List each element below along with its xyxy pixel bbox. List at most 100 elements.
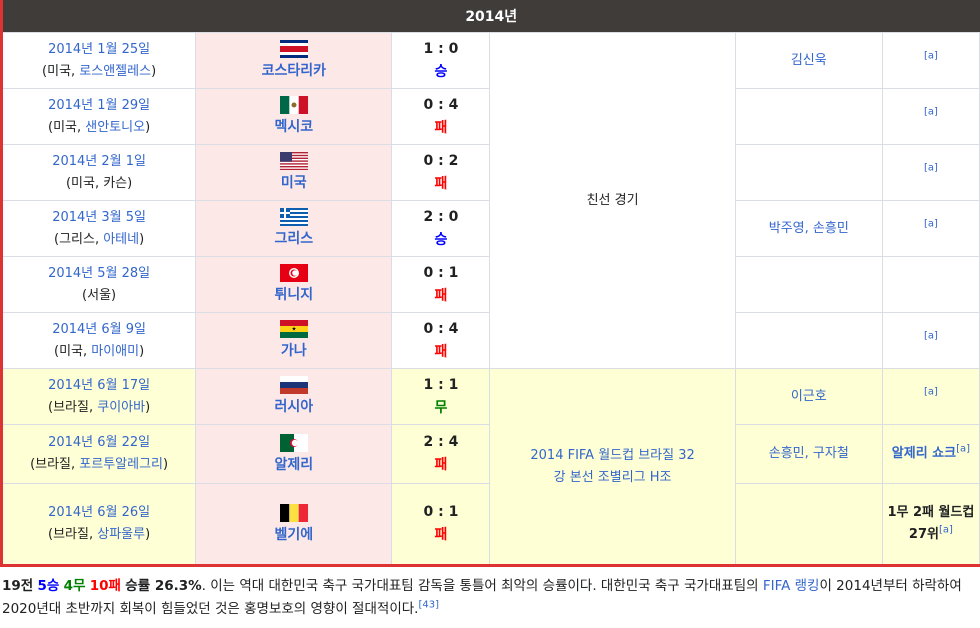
scorers-link[interactable]: 이근호 — [790, 388, 827, 404]
match-city-link[interactable]: 아테네 — [103, 231, 140, 247]
opponent-link[interactable]: 멕시코 — [274, 119, 314, 135]
opponent-link[interactable]: 알제리 — [274, 456, 314, 473]
match-date-link[interactable]: 2014년 2월 1일 — [52, 153, 146, 169]
note-text: 1무 2패 월드컵 27위 — [887, 505, 975, 542]
competition-cell: 2014 FIFA 월드컵 브라질 32강 본선 조별리그 H조 — [489, 368, 736, 566]
footnote-link[interactable]: [a] — [923, 386, 938, 398]
match-city-link[interactable]: 쿠이아바 — [97, 399, 146, 415]
footnote-link[interactable]: [a] — [923, 50, 938, 62]
scorers-cell — [734, 88, 883, 145]
opponent-link[interactable]: 벨기에 — [274, 526, 314, 543]
opponent-link[interactable]: 가나 — [280, 343, 307, 359]
match-country: 미국 — [71, 175, 95, 191]
scorers-cell — [734, 483, 883, 566]
note-cell — [881, 256, 980, 313]
match-country: 미국 — [59, 343, 83, 359]
match-date-link[interactable]: 2014년 6월 9일 — [52, 321, 146, 337]
competition-worldcup-link[interactable]: 2014 FIFA 월드컵 브라질 32강 본선 조별리그 H조 — [530, 447, 695, 485]
result: 패 — [434, 119, 448, 136]
score-cell: 0 : 2 패 — [391, 144, 491, 201]
scorers-link[interactable]: 박주영, 손흥민 — [768, 220, 849, 236]
summary-paragraph: 19전 5승 4무 10패 승률 26.3%. 이는 역대 대한민국 축구 국가… — [2, 575, 980, 621]
opponent-cell: 알제리 — [195, 424, 393, 484]
opponent-link[interactable]: 미국 — [280, 175, 307, 191]
tunisia-flag-icon — [279, 264, 308, 282]
score-cell: 0 : 1 패 — [391, 483, 491, 566]
match-date-link[interactable]: 2014년 6월 26일 — [48, 505, 151, 520]
win-rate: 승률 26.3% — [125, 578, 202, 594]
footnote-link[interactable]: [a] — [938, 524, 953, 536]
note-cell: [a] — [881, 32, 980, 89]
match-row: 2014년 6월 9일 (미국, 마이애미) 가나 0 : 4 패 [a] — [0, 312, 980, 369]
usa-flag-icon — [279, 152, 308, 170]
score-cell: 2 : 4 패 — [391, 424, 491, 484]
scorers-cell: 김신욱 — [734, 32, 883, 89]
match-row: 2014년 6월 22일 (브라질, 포르투알레그리) 알제리 2 : 4 패 손흥민, … — [0, 424, 980, 484]
match-date-link[interactable]: 2014년 6월 22일 — [48, 435, 151, 450]
score-cell: 0 : 4 패 — [391, 88, 491, 145]
opponent-cell: 가나 — [195, 312, 393, 369]
match-date-link[interactable]: 2014년 6월 17일 — [48, 377, 151, 393]
scorers-cell — [734, 256, 883, 313]
match-row: 2014년 2월 1일 (미국, 카슨) 미국 0 : 2 패 [a] — [0, 144, 980, 201]
result: 패 — [434, 457, 448, 473]
note-cell: [a] — [881, 312, 980, 369]
opponent-cell: 튀니지 — [195, 256, 393, 313]
match-row: 2014년 1월 25일 (미국, 로스앤젤레스) 코스타리카 1 : 0 승 친선 경기… — [0, 32, 980, 369]
score-cell: 0 : 4 패 — [391, 312, 491, 369]
result: 패 — [434, 287, 448, 304]
match-country: 브라질 — [35, 457, 72, 472]
year-header: 2014년 — [1, 0, 980, 33]
opponent-link[interactable]: 튀니지 — [274, 287, 314, 303]
match-city-link[interactable]: 샌안토니오 — [85, 119, 146, 135]
match-row: 2014년 6월 26일 (브라질, 상파울루) 벨기에 0 : 1 패 1무 2패 월드… — [0, 483, 980, 566]
score: 0 : 1 — [423, 264, 459, 281]
competition-cell: 친선 경기 — [489, 32, 736, 369]
match-country: 브라질 — [53, 399, 89, 415]
footnote-link[interactable]: [a] — [956, 443, 971, 455]
footnote-link[interactable]: [a] — [923, 162, 938, 174]
wins-count: 5승 — [37, 578, 60, 594]
belgium-flag-icon — [279, 503, 308, 522]
match-date-link[interactable]: 2014년 5월 28일 — [48, 265, 151, 281]
scorers-link[interactable]: 손흥민, 구자철 — [768, 446, 849, 461]
fifa-ranking-link[interactable]: FIFA 랭킹 — [762, 578, 820, 594]
result: 승 — [434, 63, 448, 80]
match-date-cell: 2014년 6월 26일 (브라질, 상파울루) — [0, 483, 197, 566]
footnote-link[interactable]: [a] — [923, 330, 938, 342]
result: 무 — [434, 399, 448, 416]
losses-count: 10패 — [89, 578, 121, 594]
match-city-link[interactable]: 마이애미 — [91, 343, 140, 359]
score: 1 : 0 — [423, 40, 459, 57]
reference-link[interactable]: [43] — [418, 599, 439, 611]
match-city: 서울 — [87, 287, 112, 303]
opponent-cell: 미국 — [195, 144, 393, 201]
score: 0 : 4 — [423, 96, 459, 113]
opponent-cell: 벨기에 — [195, 483, 393, 566]
match-city-link[interactable]: 상파울루 — [97, 527, 146, 542]
match-city-link[interactable]: 로스앤젤레스 — [79, 63, 152, 79]
score: 0 : 4 — [423, 320, 459, 337]
match-row: 2014년 6월 17일 (브라질, 쿠이아바) 러시아 1 : 1 무 2014 FIF… — [0, 368, 980, 566]
opponent-link[interactable]: 러시아 — [274, 399, 314, 415]
score: 0 : 2 — [423, 152, 459, 169]
footnote-link[interactable]: [a] — [923, 106, 938, 118]
match-date-link[interactable]: 2014년 1월 25일 — [48, 41, 151, 57]
match-country: 미국 — [53, 119, 78, 135]
note-link[interactable]: 알제리 쇼크 — [891, 446, 957, 461]
opponent-link[interactable]: 그리스 — [274, 231, 314, 247]
opponent-link[interactable]: 코스타리카 — [261, 63, 326, 79]
scorers-cell: 박주영, 손흥민 — [734, 200, 883, 257]
match-country: 미국 — [47, 63, 72, 79]
score-cell: 1 : 1 무 — [391, 368, 491, 425]
match-date-cell: 2014년 6월 9일 (미국, 마이애미) — [0, 312, 197, 369]
result: 패 — [434, 527, 448, 543]
match-date-link[interactable]: 2014년 1월 29일 — [48, 97, 151, 113]
match-date-link[interactable]: 2014년 3월 5일 — [52, 209, 146, 225]
match-city-link[interactable]: 포르투알레그리 — [79, 457, 164, 472]
result: 패 — [434, 175, 448, 192]
scorers-link[interactable]: 김신욱 — [790, 52, 827, 68]
match-date-cell: 2014년 3월 5일 (그리스, 아테네) — [0, 200, 197, 257]
score-cell: 0 : 1 패 — [391, 256, 491, 313]
footnote-link[interactable]: [a] — [923, 218, 938, 230]
